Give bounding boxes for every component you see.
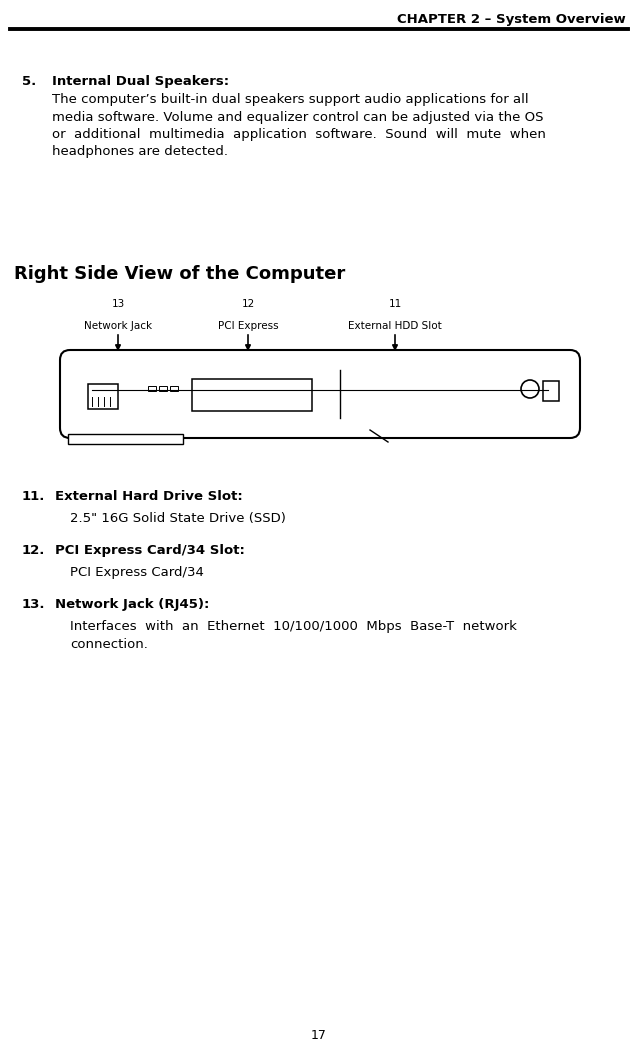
Text: External HDD Slot: External HDD Slot bbox=[348, 321, 442, 331]
Bar bbox=[192, 379, 312, 411]
Text: 2.5" 16G Solid State Drive (SSD): 2.5" 16G Solid State Drive (SSD) bbox=[70, 512, 286, 525]
Text: Right Side View of the Computer: Right Side View of the Computer bbox=[14, 265, 345, 284]
Text: Network Jack (RJ45):: Network Jack (RJ45): bbox=[55, 598, 209, 611]
Text: headphones are detected.: headphones are detected. bbox=[52, 145, 228, 158]
Text: The computer’s built-in dual speakers support audio applications for all: The computer’s built-in dual speakers su… bbox=[52, 93, 529, 106]
Text: 11.: 11. bbox=[22, 490, 45, 503]
Bar bbox=[148, 386, 156, 391]
Text: External Hard Drive Slot:: External Hard Drive Slot: bbox=[55, 490, 242, 503]
Text: 17: 17 bbox=[311, 1029, 327, 1042]
FancyBboxPatch shape bbox=[60, 350, 580, 438]
Bar bbox=[543, 380, 559, 401]
Text: PCI Express Card/34: PCI Express Card/34 bbox=[70, 566, 204, 579]
Text: PCI Express Card/34 Slot:: PCI Express Card/34 Slot: bbox=[55, 544, 245, 557]
Text: media software. Volume and equalizer control can be adjusted via the OS: media software. Volume and equalizer con… bbox=[52, 111, 544, 123]
Text: PCI Express: PCI Express bbox=[218, 321, 278, 331]
Text: 13: 13 bbox=[112, 299, 124, 309]
Text: 12.: 12. bbox=[22, 544, 45, 557]
Text: Network Jack: Network Jack bbox=[84, 321, 152, 331]
Bar bbox=[170, 386, 178, 391]
Text: 12: 12 bbox=[241, 299, 255, 309]
Text: CHAPTER 2 – System Overview: CHAPTER 2 – System Overview bbox=[397, 13, 626, 26]
Text: Internal Dual Speakers:: Internal Dual Speakers: bbox=[52, 75, 229, 87]
Text: 13.: 13. bbox=[22, 598, 45, 611]
Bar bbox=[159, 386, 167, 391]
Bar bbox=[68, 434, 183, 444]
Text: 11: 11 bbox=[389, 299, 402, 309]
Bar bbox=[88, 384, 118, 409]
Text: or  additional  multimedia  application  software.  Sound  will  mute  when: or additional multimedia application sof… bbox=[52, 128, 546, 141]
Text: Interfaces  with  an  Ethernet  10/100/1000  Mbps  Base-T  network: Interfaces with an Ethernet 10/100/1000 … bbox=[70, 620, 517, 633]
Text: connection.: connection. bbox=[70, 638, 148, 651]
Text: 5.: 5. bbox=[22, 75, 36, 87]
